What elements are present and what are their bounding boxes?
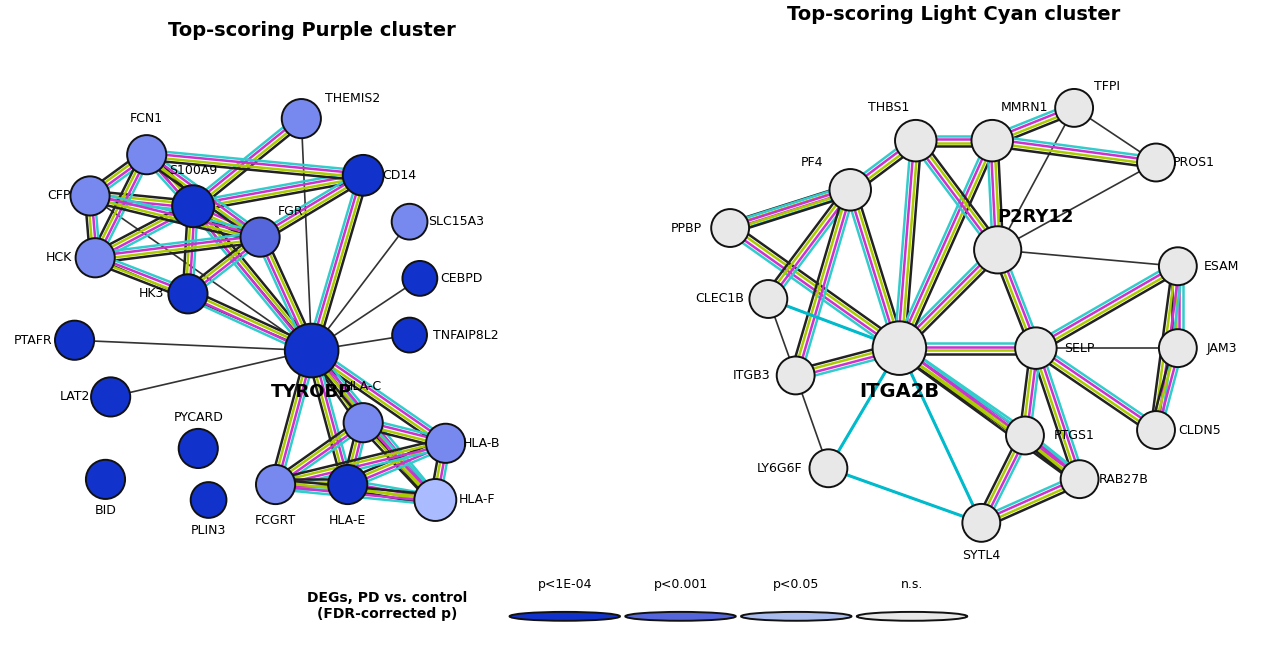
Circle shape: [127, 135, 167, 174]
Circle shape: [1159, 329, 1197, 367]
Text: ESAM: ESAM: [1203, 260, 1239, 273]
Text: p<0.001: p<0.001: [654, 578, 707, 592]
Text: MMRN1: MMRN1: [1001, 101, 1048, 114]
Circle shape: [415, 479, 457, 521]
Text: FCGRT: FCGRT: [254, 514, 296, 527]
Circle shape: [1137, 411, 1175, 449]
Text: HK3: HK3: [139, 287, 164, 300]
Circle shape: [172, 185, 214, 227]
Circle shape: [857, 612, 967, 621]
Text: JAM3: JAM3: [1206, 342, 1236, 355]
Text: S100A9: S100A9: [169, 164, 218, 177]
Text: DEGs, PD vs. control
(FDR-corrected p): DEGs, PD vs. control (FDR-corrected p): [307, 592, 467, 621]
Circle shape: [75, 238, 114, 278]
Text: CEBPD: CEBPD: [440, 272, 482, 285]
Circle shape: [895, 120, 936, 161]
Circle shape: [742, 612, 851, 621]
Circle shape: [1006, 417, 1044, 454]
Text: HLA-C: HLA-C: [345, 380, 383, 393]
Text: TYROBP: TYROBP: [271, 383, 352, 401]
Circle shape: [1159, 247, 1197, 285]
Text: HLA-E: HLA-E: [329, 514, 366, 527]
Circle shape: [809, 449, 847, 488]
Text: FGR: FGR: [279, 205, 304, 218]
Circle shape: [281, 99, 321, 138]
Circle shape: [777, 356, 814, 395]
Text: THEMIS2: THEMIS2: [326, 92, 380, 105]
Text: PTGS1: PTGS1: [1053, 429, 1095, 442]
Text: PROS1: PROS1: [1173, 156, 1215, 169]
Text: ITGB3: ITGB3: [733, 369, 771, 382]
Circle shape: [1015, 328, 1057, 369]
Text: PTAFR: PTAFR: [14, 333, 52, 346]
Circle shape: [392, 204, 427, 240]
Text: SELP: SELP: [1065, 342, 1095, 355]
Circle shape: [342, 155, 384, 196]
Text: PLIN3: PLIN3: [191, 525, 226, 538]
Circle shape: [873, 321, 926, 375]
Text: HLA-B: HLA-B: [463, 437, 500, 450]
Text: n.s.: n.s.: [901, 578, 923, 592]
Title: Top-scoring Purple cluster: Top-scoring Purple cluster: [168, 21, 455, 40]
Text: SYTL4: SYTL4: [962, 549, 1000, 562]
Circle shape: [70, 176, 109, 216]
Circle shape: [829, 169, 871, 211]
Text: LY6G6F: LY6G6F: [757, 462, 803, 474]
Text: SLC15A3: SLC15A3: [427, 215, 483, 228]
Circle shape: [1061, 460, 1099, 498]
Text: BID: BID: [94, 504, 117, 517]
Text: P2RY12: P2RY12: [997, 208, 1074, 226]
Circle shape: [240, 218, 280, 257]
Circle shape: [55, 320, 94, 360]
Circle shape: [1137, 144, 1175, 181]
Circle shape: [963, 504, 1000, 542]
Circle shape: [974, 226, 1021, 274]
Text: CD14: CD14: [382, 169, 416, 182]
Circle shape: [402, 261, 438, 296]
Circle shape: [256, 465, 295, 504]
Circle shape: [92, 378, 130, 417]
Text: p<0.05: p<0.05: [773, 578, 819, 592]
Circle shape: [392, 318, 427, 352]
Text: TFPI: TFPI: [1094, 79, 1119, 92]
Circle shape: [626, 612, 735, 621]
Text: ITGA2B: ITGA2B: [860, 382, 940, 401]
Circle shape: [711, 209, 749, 247]
Circle shape: [749, 280, 787, 318]
Circle shape: [191, 482, 226, 518]
Circle shape: [343, 403, 383, 442]
Circle shape: [426, 424, 466, 463]
Text: CLEC1B: CLEC1B: [695, 292, 744, 306]
Text: LAT2: LAT2: [60, 391, 90, 404]
Text: HCK: HCK: [46, 252, 73, 265]
Circle shape: [168, 274, 207, 313]
Text: CFP: CFP: [47, 189, 71, 202]
Text: RAB27B: RAB27B: [1098, 473, 1149, 486]
Circle shape: [178, 429, 218, 468]
Text: PYCARD: PYCARD: [173, 411, 223, 424]
Text: TNFAIP8L2: TNFAIP8L2: [434, 329, 499, 342]
Circle shape: [86, 460, 125, 499]
Title: Top-scoring Light Cyan cluster: Top-scoring Light Cyan cluster: [787, 5, 1121, 25]
Text: HLA-F: HLA-F: [458, 493, 495, 506]
Circle shape: [972, 120, 1013, 161]
Text: PPBP: PPBP: [670, 222, 702, 235]
Circle shape: [510, 612, 619, 621]
Circle shape: [328, 465, 368, 504]
Circle shape: [1056, 89, 1093, 127]
Text: FCN1: FCN1: [130, 112, 163, 125]
Text: PF4: PF4: [801, 156, 823, 169]
Text: p<1E-04: p<1E-04: [538, 578, 591, 592]
Text: CLDN5: CLDN5: [1178, 424, 1221, 437]
Text: THBS1: THBS1: [868, 101, 909, 114]
Circle shape: [285, 324, 338, 378]
